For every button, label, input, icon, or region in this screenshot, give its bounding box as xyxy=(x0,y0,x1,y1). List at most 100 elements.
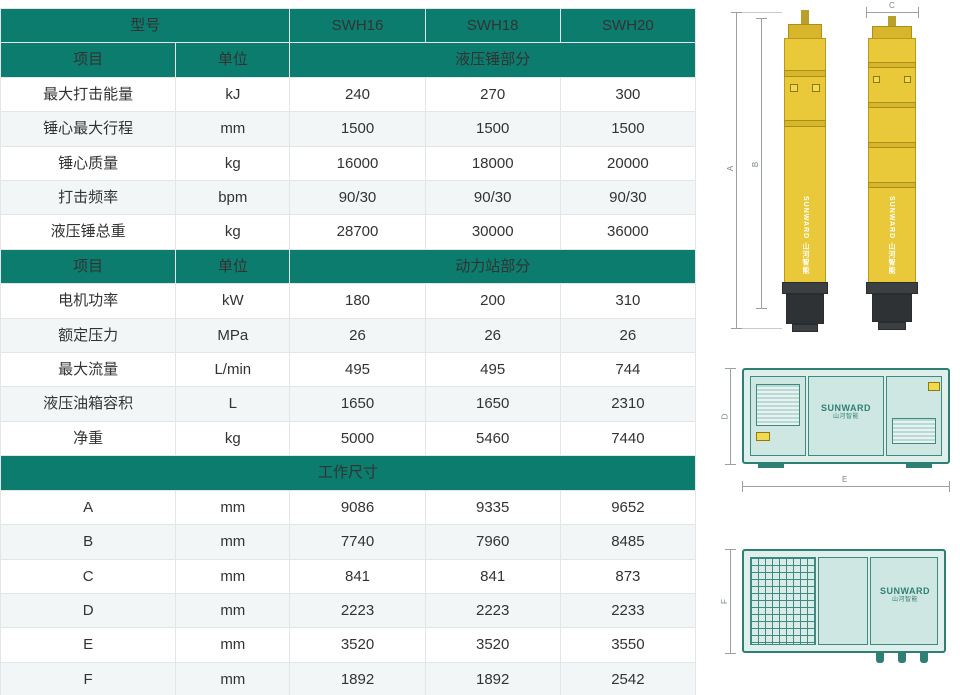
ps-front-left-badge xyxy=(756,432,770,441)
row-unit: mm xyxy=(175,489,291,526)
row-value-swh20: 3550 xyxy=(559,627,697,663)
header-model-swh16: SWH16 xyxy=(289,7,426,44)
row-value-swh16: 7740 xyxy=(289,524,426,560)
row-unit: mm xyxy=(175,627,291,663)
ps-side-logo-text: SUNWARD xyxy=(880,586,930,596)
row-item: 最大流量 xyxy=(0,352,177,388)
table-row: 液压油箱容积 L 1650 1650 2310 xyxy=(0,386,697,422)
dimension-line-a xyxy=(736,12,737,328)
table-row: C mm 841 841 873 xyxy=(0,558,697,594)
table-header-row: 型号 SWH16 SWH18 SWH20 xyxy=(0,7,697,44)
section-subhead-hydraulic: 项目 单位 液压锤部分 xyxy=(0,42,696,78)
subhead-section-title: 液压锤部分 xyxy=(289,42,696,78)
row-value-swh18: 7960 xyxy=(424,524,561,560)
row-unit: kg xyxy=(175,214,291,250)
hammer-side-band-4 xyxy=(868,182,916,188)
hammer-drawing-group: A B SUNWARD 山河智能 xyxy=(706,0,960,340)
power-station-front-drawing: D E SUNWARD 山河智能 xyxy=(706,358,960,508)
table-row: A mm 9086 9335 9652 xyxy=(0,489,697,526)
ps-front-logo: SUNWARD 山河智能 xyxy=(816,403,876,420)
ps-front-center-panel xyxy=(808,376,884,456)
hammer-tip xyxy=(792,324,818,332)
table-row: B mm 7740 7960 8485 xyxy=(0,524,697,560)
hammer-side-top-rod xyxy=(888,16,896,30)
hammer-body xyxy=(784,38,826,284)
hammer-fitting-1 xyxy=(790,84,798,92)
row-value-swh16: 2223 xyxy=(289,592,426,629)
hammer-side-band-2 xyxy=(868,102,916,108)
row-value-swh18: 495 xyxy=(424,352,561,388)
row-item: 打击频率 xyxy=(0,180,177,216)
dimension-line-e xyxy=(742,486,950,487)
row-value-swh16: 841 xyxy=(289,558,426,594)
hammer-side-band-3 xyxy=(868,142,916,148)
row-item: F xyxy=(0,661,177,695)
header-model-label: 型号 xyxy=(0,7,291,44)
row-value-swh18: 2223 xyxy=(424,592,561,629)
row-item: A xyxy=(0,489,177,526)
row-value-swh20: 2310 xyxy=(559,386,697,422)
row-value-swh16: 28700 xyxy=(289,214,426,250)
row-unit: kg xyxy=(175,145,291,182)
ps-side-panel-2 xyxy=(870,557,938,645)
row-unit: mm xyxy=(175,661,291,695)
hammer-front-view: SUNWARD 山河智能 xyxy=(776,10,836,332)
dimension-label-c: C xyxy=(889,1,895,10)
row-value-swh20: 7440 xyxy=(559,420,697,457)
table-row: 锤心质量 kg 16000 18000 20000 xyxy=(0,145,697,182)
row-value-swh20: 2233 xyxy=(559,592,697,629)
dimension-label-e: E xyxy=(842,475,848,484)
dimension-tick-e-right xyxy=(949,481,950,492)
dimension-line-b xyxy=(761,18,762,308)
dimension-tick-d-top xyxy=(725,368,736,369)
hammer-side-view: SUNWARD 山河智能 xyxy=(864,16,924,330)
hammer-brand-text: SUNWARD 山河智能 xyxy=(802,196,809,275)
row-value-swh18: 200 xyxy=(424,283,561,319)
row-value-swh20: 36000 xyxy=(559,214,697,250)
subhead-unit-label: 单位 xyxy=(175,248,291,285)
dimension-tick-f-bottom xyxy=(725,653,736,654)
ps-side-foot-3 xyxy=(920,653,928,663)
row-unit: mm xyxy=(175,592,291,629)
ps-front-right-badge xyxy=(928,382,940,391)
dimension-line-c xyxy=(866,12,918,13)
row-value-swh20: 744 xyxy=(559,352,697,388)
header-model-swh18: SWH18 xyxy=(424,7,561,44)
row-value-swh16: 16000 xyxy=(289,145,426,182)
subhead-item-label: 项目 xyxy=(0,42,177,78)
row-item: E xyxy=(0,627,177,663)
dimension-tick-e-left xyxy=(742,481,743,492)
row-unit: bpm xyxy=(175,180,291,216)
subhead-unit-label: 单位 xyxy=(175,42,291,78)
row-item: 电机功率 xyxy=(0,283,177,319)
row-value-swh18: 1892 xyxy=(424,661,561,695)
row-value-swh20: 8485 xyxy=(559,524,697,560)
row-value-swh16: 5000 xyxy=(289,420,426,457)
table-row: 锤心最大行程 mm 1500 1500 1500 xyxy=(0,111,697,147)
table-row: 最大流量 L/min 495 495 744 xyxy=(0,352,697,388)
hammer-side-collar xyxy=(866,282,918,294)
row-value-swh16: 9086 xyxy=(289,489,426,526)
row-value-swh18: 1500 xyxy=(424,111,561,147)
row-unit: kW xyxy=(175,283,291,319)
row-item: 液压锤总重 xyxy=(0,214,177,250)
row-value-swh18: 270 xyxy=(424,76,561,113)
ps-front-right-louver xyxy=(892,418,936,444)
hammer-top-rod xyxy=(801,10,809,28)
dimension-line-d xyxy=(730,368,731,464)
row-value-swh16: 240 xyxy=(289,76,426,113)
ps-side-logo: SUNWARD 山河智能 xyxy=(878,586,932,603)
table-row: 最大打击能量 kJ 240 270 300 xyxy=(0,76,697,113)
row-value-swh18: 90/30 xyxy=(424,180,561,216)
hammer-band-1 xyxy=(784,70,826,77)
row-value-swh18: 1650 xyxy=(424,386,561,422)
row-unit: mm xyxy=(175,111,291,147)
hammer-side-fitting-1 xyxy=(873,76,880,83)
row-value-swh18: 5460 xyxy=(424,420,561,457)
dimension-line-f xyxy=(730,549,731,653)
dimension-tick-d-bottom xyxy=(725,464,736,465)
row-value-swh18: 30000 xyxy=(424,214,561,250)
row-item: D xyxy=(0,592,177,629)
band-title: 工作尺寸 xyxy=(0,455,696,491)
